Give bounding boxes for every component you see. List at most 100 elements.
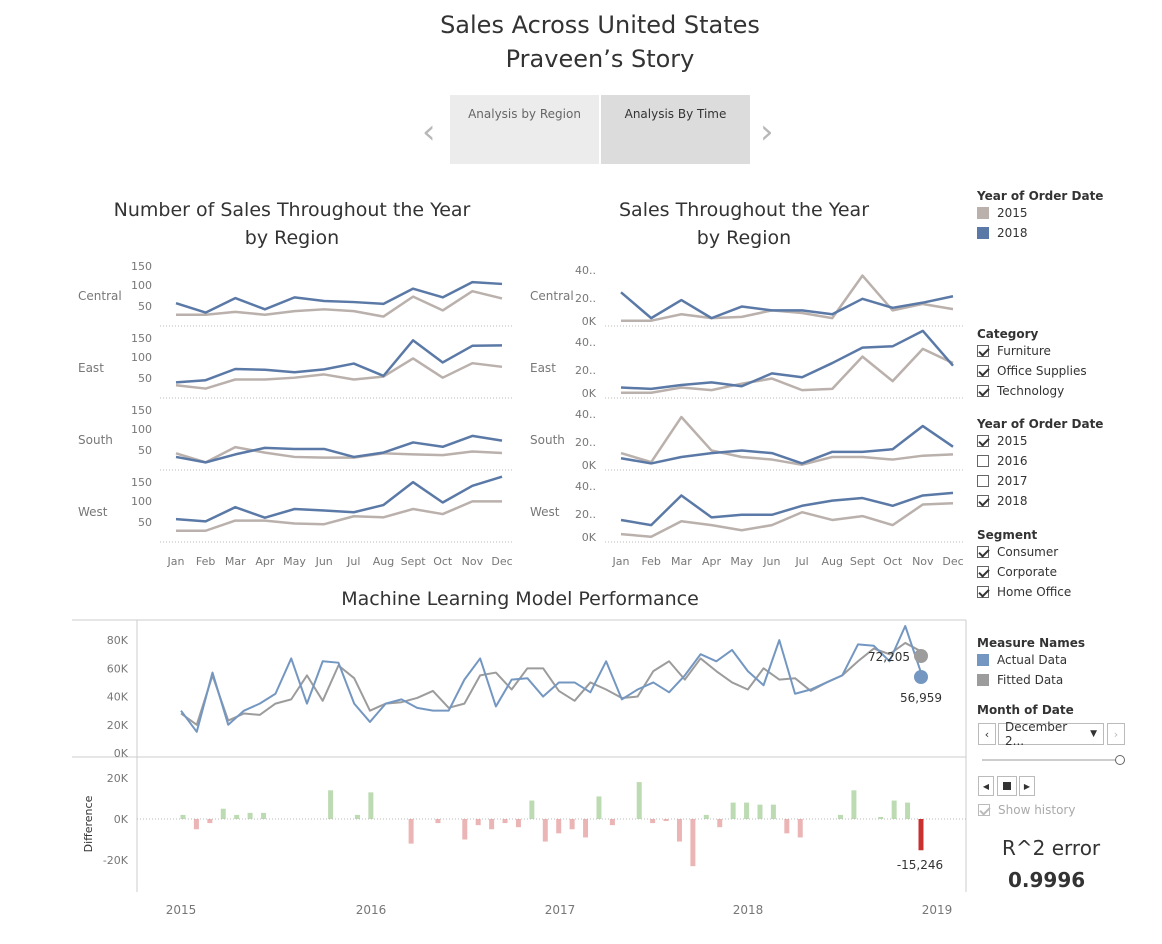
legend-measure-title: Measure Names <box>977 636 1086 650</box>
difference-bar <box>408 819 414 844</box>
difference-bar <box>690 819 696 867</box>
checkbox-icon[interactable] <box>978 804 990 816</box>
difference-bar <box>730 802 736 819</box>
x-tick-label: Mar <box>225 555 246 568</box>
chart-title: by Region <box>697 227 791 249</box>
play-icon: ▶ <box>1023 781 1031 791</box>
checkbox-icon[interactable] <box>977 455 989 467</box>
stop-button[interactable] <box>997 776 1017 796</box>
checkbox-icon[interactable] <box>977 566 989 578</box>
difference-last-label: -15,246 <box>897 858 943 872</box>
difference-bar <box>717 819 723 828</box>
checkbox-icon[interactable] <box>977 586 989 598</box>
difference-bar <box>193 819 199 830</box>
region-label: South <box>78 433 113 447</box>
region-label: East <box>78 361 104 375</box>
legend-item-2018: 2018 <box>977 223 1157 243</box>
x-tick-label: Jul <box>794 555 808 568</box>
fitted-last-point <box>914 649 928 663</box>
filter-segment-title: Segment <box>977 528 1038 542</box>
y-axis-label: Difference <box>82 795 95 852</box>
y-tick-label: 20.. <box>575 436 596 449</box>
legend-year-title: Year of Order Date <box>977 189 1104 203</box>
difference-bar <box>596 796 602 819</box>
month-slider-handle[interactable] <box>1115 755 1125 765</box>
chevron-left-icon[interactable]: ‹ <box>422 112 436 152</box>
month-dropdown[interactable]: December 2... ▼ <box>998 720 1104 748</box>
checkbox-home-office[interactable]: Home Office <box>977 582 1157 602</box>
series-line-2015 <box>176 289 503 318</box>
checkbox-icon[interactable] <box>977 546 989 558</box>
chevron-left-icon: ‹ <box>984 727 990 741</box>
chart-title: by Region <box>245 227 339 249</box>
month-slider-track[interactable] <box>982 759 1120 761</box>
series-line-2018 <box>175 434 503 464</box>
x-tick-label: Aug <box>822 555 843 568</box>
x-tick-label: Sept <box>850 555 876 568</box>
checkbox-icon[interactable] <box>977 435 989 447</box>
checkbox-corporate[interactable]: Corporate <box>977 562 1157 582</box>
checkbox-icon[interactable] <box>977 385 989 397</box>
checkbox-technology[interactable]: Technology <box>977 381 1157 401</box>
checkbox-icon[interactable] <box>977 495 989 507</box>
difference-bar <box>502 819 508 824</box>
checkbox-2016[interactable]: 2016 <box>977 451 1157 471</box>
step-back-button[interactable]: ◀ <box>978 776 994 796</box>
x-tick-label: Sept <box>401 555 427 568</box>
legend-swatch <box>977 227 989 239</box>
stop-icon <box>1003 782 1011 790</box>
y-tick-label: 100 <box>131 351 152 364</box>
x-tick-label: 2015 <box>166 903 197 917</box>
checkbox-icon[interactable] <box>977 365 989 377</box>
difference-bar <box>261 812 267 819</box>
y-tick-label: 80K <box>107 634 129 647</box>
difference-bar <box>891 800 897 819</box>
x-tick-label: 2016 <box>356 903 387 917</box>
month-dropdown-value: December 2... <box>1005 720 1068 748</box>
y-tick-label: 0K <box>582 531 597 544</box>
checkbox-office-supplies[interactable]: Office Supplies <box>977 361 1157 381</box>
difference-bar <box>650 819 656 824</box>
tab-analysis-by-time[interactable]: Analysis By Time <box>601 95 750 164</box>
checkbox-icon[interactable] <box>977 345 989 357</box>
region-label: West <box>530 505 560 519</box>
play-button[interactable]: ▶ <box>1019 776 1035 796</box>
checkbox-icon[interactable] <box>977 475 989 487</box>
x-tick-label: Jun <box>315 555 333 568</box>
chevron-right-icon[interactable]: › <box>760 112 774 152</box>
month-next-button[interactable]: › <box>1107 723 1125 745</box>
r2-value: 0.9996 <box>1008 868 1086 892</box>
series-line-2018 <box>620 491 954 527</box>
y-tick-label: 100 <box>131 279 152 292</box>
difference-bar <box>918 819 924 851</box>
checkbox-2018[interactable]: 2018 <box>977 491 1157 511</box>
y-tick-label: 40.. <box>575 408 596 421</box>
series-line-2015 <box>620 415 954 466</box>
region-label: Central <box>78 289 122 303</box>
region-label: West <box>78 505 108 519</box>
series-line-2015 <box>176 500 502 532</box>
actual-data-line <box>180 625 922 733</box>
y-tick-label: 20.. <box>575 508 596 521</box>
y-tick-label: 50 <box>138 300 152 313</box>
chart-title: Sales Throughout the Year <box>619 199 869 221</box>
y-tick-label: 20K <box>107 772 129 785</box>
x-tick-label: Jan <box>612 555 630 568</box>
checkbox-2017[interactable]: 2017 <box>977 471 1157 491</box>
difference-bar <box>234 814 240 819</box>
r2-label: R^2 error <box>1002 836 1101 860</box>
legend-item-actual: Actual Data <box>977 650 1157 670</box>
month-prev-button[interactable]: ‹ <box>978 723 996 745</box>
y-tick-label: 20.. <box>575 292 596 305</box>
show-history-checkbox[interactable]: Show history <box>978 800 1075 820</box>
y-tick-label: 20K <box>107 719 129 732</box>
difference-bar <box>837 814 843 819</box>
checkbox-furniture[interactable]: Furniture <box>977 341 1157 361</box>
fitted-data-line <box>180 641 922 726</box>
x-tick-label: Dec <box>491 555 512 568</box>
tab-analysis-by-region[interactable]: Analysis by Region <box>450 95 599 164</box>
checkbox-2015[interactable]: 2015 <box>977 431 1157 451</box>
legend-swatch <box>977 207 989 219</box>
x-tick-label: 2019 <box>922 903 953 917</box>
checkbox-consumer[interactable]: Consumer <box>977 542 1157 562</box>
